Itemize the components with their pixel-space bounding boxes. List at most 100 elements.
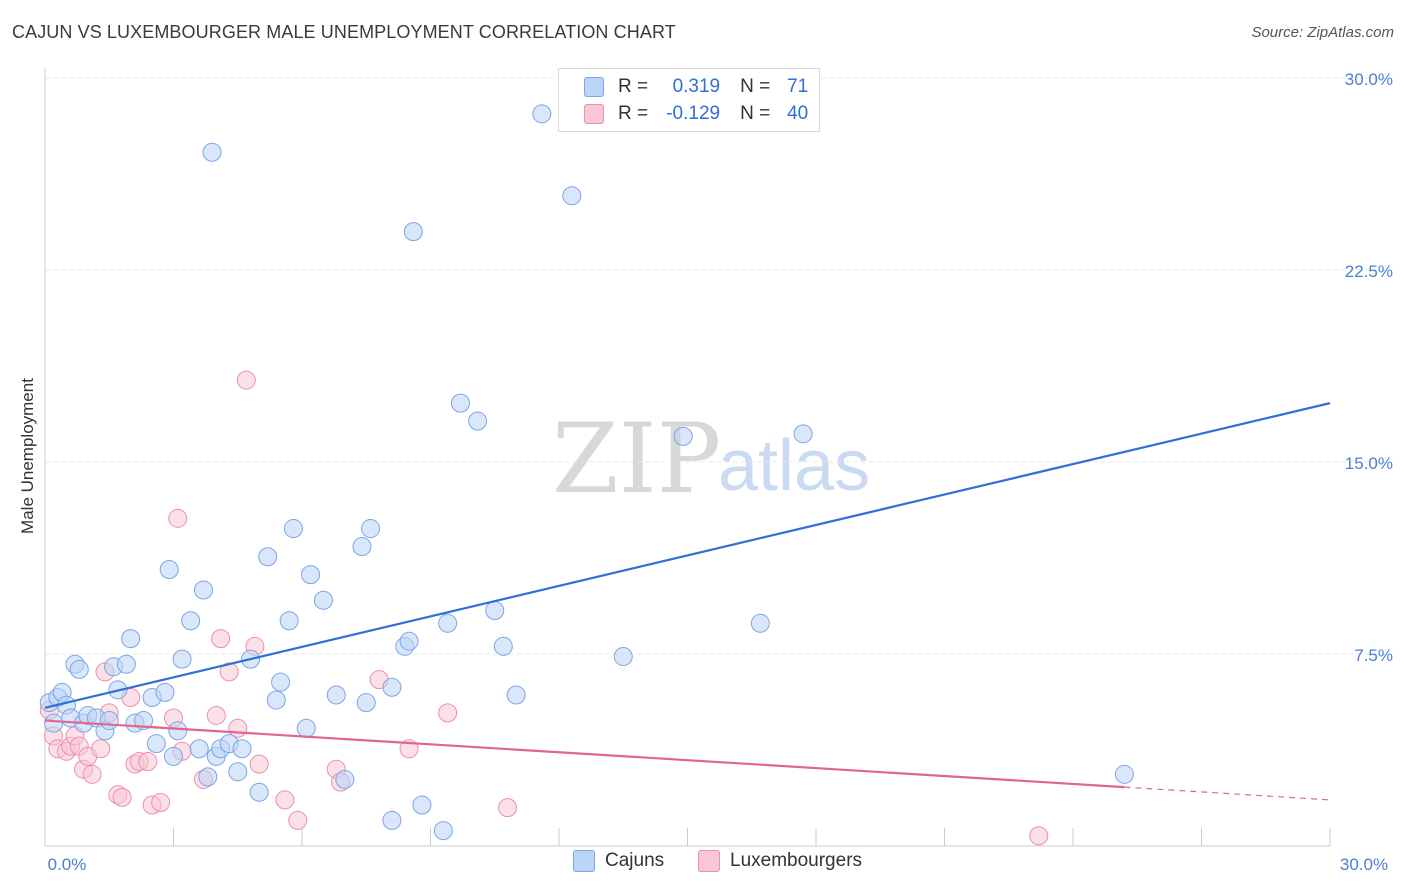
cajun-point bbox=[202, 142, 222, 162]
luxembourger-point bbox=[288, 810, 308, 830]
cajuns-swatch bbox=[573, 850, 595, 872]
cajun-point bbox=[361, 519, 381, 539]
grid-lines bbox=[45, 77, 1390, 655]
luxembourger-trend-extension bbox=[1124, 786, 1331, 801]
legend-item-cajuns[interactable]: Cajuns bbox=[573, 850, 664, 872]
cajun-point bbox=[301, 565, 321, 585]
legend-label-luxembourgers: Luxembourgers bbox=[730, 850, 863, 871]
cajun-point bbox=[450, 393, 470, 413]
cajun-point bbox=[493, 636, 513, 656]
cajun-point bbox=[1114, 764, 1134, 784]
cajun-point bbox=[146, 734, 166, 754]
luxembourger-point bbox=[138, 752, 158, 772]
luxembourger-point bbox=[82, 764, 102, 784]
cajun-point bbox=[438, 613, 458, 633]
y-tick-label: 22.5% bbox=[1345, 262, 1393, 281]
cajun-point bbox=[506, 685, 526, 705]
legend-item-luxembourgers[interactable]: Luxembourgers bbox=[698, 850, 862, 872]
cajun-point bbox=[279, 611, 299, 631]
cajun-point bbox=[433, 821, 453, 841]
luxembourger-point bbox=[151, 792, 171, 812]
cajun-point bbox=[485, 600, 505, 620]
cajun-point bbox=[271, 672, 291, 692]
cajun-point bbox=[232, 739, 252, 759]
cajun-point bbox=[249, 782, 269, 802]
cajun-point bbox=[116, 654, 136, 674]
cajun-point bbox=[468, 411, 488, 431]
cajun-point bbox=[356, 693, 376, 713]
y-tick-label: 30.0% bbox=[1345, 70, 1393, 89]
cajun-point bbox=[164, 746, 183, 766]
r-label: R = bbox=[618, 103, 649, 124]
cajun-point bbox=[189, 739, 209, 759]
luxembourger-point bbox=[112, 787, 132, 807]
cajun-point bbox=[399, 631, 419, 651]
cajun-point bbox=[793, 424, 813, 444]
luxembourger-point bbox=[91, 739, 111, 759]
cajun-point bbox=[69, 659, 89, 679]
legend-row-luxembourgers: R = -0.129 N = 40 bbox=[559, 101, 808, 127]
cajun-point bbox=[562, 186, 582, 206]
luxembourger-point bbox=[249, 754, 269, 774]
series-legend: Cajuns Luxembourgers bbox=[0, 850, 1406, 878]
cajun-point bbox=[193, 580, 213, 600]
n-label: N = bbox=[740, 103, 771, 124]
cajun-point bbox=[258, 547, 278, 567]
cajun-point bbox=[121, 629, 141, 649]
cajun-point bbox=[352, 536, 372, 556]
luxembourger-point bbox=[1029, 826, 1049, 846]
watermark-atlas: atlas bbox=[718, 426, 870, 506]
cajuns-swatch bbox=[584, 77, 604, 97]
luxembourgers-swatch bbox=[584, 104, 604, 124]
luxembourger-point bbox=[168, 508, 188, 528]
cajun-point bbox=[382, 810, 402, 830]
cajun-point bbox=[750, 613, 770, 633]
cajun-point bbox=[44, 713, 64, 733]
cajun-trend-line bbox=[44, 402, 1331, 709]
luxembourger-point bbox=[438, 703, 458, 723]
cajun-point bbox=[198, 767, 218, 787]
cajun-point bbox=[326, 685, 346, 705]
luxembourger-point bbox=[211, 629, 231, 649]
x-tick-label: 0.0% bbox=[48, 855, 87, 874]
trend-lines bbox=[44, 402, 1331, 801]
cajun-point bbox=[99, 711, 119, 731]
luxembourger-point bbox=[206, 705, 226, 725]
correlation-legend: R = 0.319 N = 71 R = -0.129 N = 40 bbox=[558, 68, 820, 132]
n-value: 40 bbox=[787, 103, 809, 124]
x-tick-label: 30.0% bbox=[1340, 855, 1388, 874]
cajun-points bbox=[39, 104, 1134, 841]
cajun-point bbox=[159, 560, 179, 580]
cajun-point bbox=[155, 682, 175, 702]
luxembourger-point bbox=[498, 798, 518, 818]
cajun-point bbox=[172, 649, 192, 669]
legend-label-cajuns: Cajuns bbox=[605, 850, 665, 871]
luxembourger-point bbox=[275, 790, 295, 810]
cajun-point bbox=[296, 718, 316, 738]
y-tick-label: 7.5% bbox=[1354, 646, 1393, 665]
tick-labels: 7.5% 15.0% 22.5% 30.0% 0.0% 30.0% bbox=[48, 70, 1393, 874]
y-tick-label: 15.0% bbox=[1345, 454, 1393, 473]
source-credit: Source: ZipAtlas.com bbox=[1251, 24, 1394, 41]
cajun-point bbox=[335, 769, 355, 789]
r-value: 0.319 bbox=[672, 76, 721, 97]
cajun-point bbox=[613, 647, 633, 667]
cajun-point bbox=[412, 795, 432, 815]
luxembourger-trend-line bbox=[44, 719, 1125, 789]
cajun-point bbox=[313, 590, 333, 610]
r-value: -0.129 bbox=[666, 103, 721, 124]
cajun-point bbox=[266, 690, 286, 710]
luxembourgers-swatch bbox=[698, 850, 720, 872]
cajun-point bbox=[283, 519, 303, 539]
cajun-point bbox=[134, 711, 154, 731]
r-label: R = bbox=[618, 76, 649, 97]
n-value: 71 bbox=[787, 76, 809, 97]
luxembourger-point bbox=[219, 662, 239, 682]
cajun-point bbox=[403, 222, 423, 242]
luxembourger-point bbox=[236, 370, 256, 390]
legend-row-cajuns: R = 0.319 N = 71 bbox=[559, 74, 808, 100]
n-label: N = bbox=[740, 76, 771, 97]
cajun-point bbox=[532, 104, 552, 124]
cajun-point bbox=[382, 677, 402, 697]
